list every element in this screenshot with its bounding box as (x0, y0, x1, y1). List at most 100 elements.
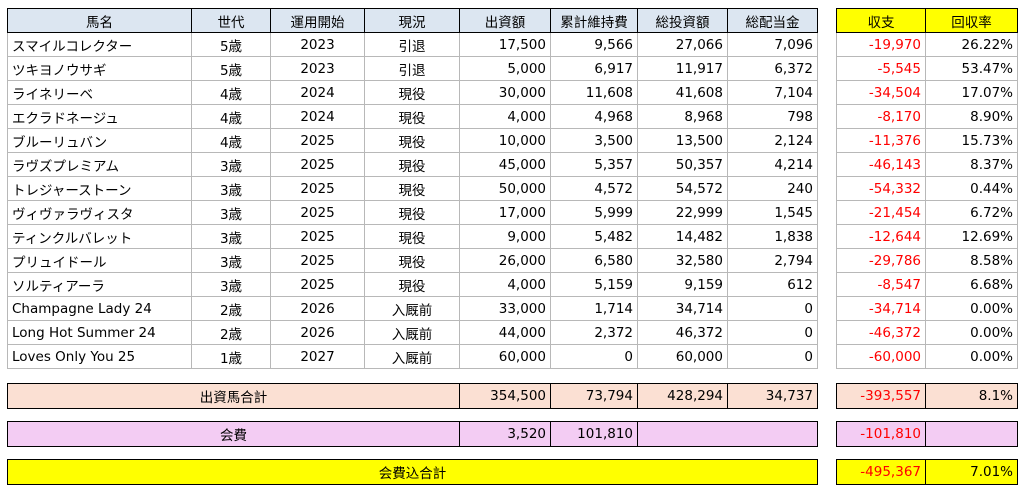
cell: 5歳 (191, 32, 271, 57)
row: -46,372 0.00% (836, 320, 1018, 345)
totals-rate: 7.01% (925, 459, 1018, 485)
header-cell: 収支 (836, 8, 926, 33)
rate-cell: 0.00% (925, 344, 1018, 369)
header-cell: 累計維持費 (550, 8, 638, 33)
row: ティンクルバレット 3歳 2025 現役 9,000 5,482 14,482 1,838 (7, 224, 818, 249)
row: -29,786 8.58% (836, 248, 1018, 273)
rate-cell: 8.90% (925, 104, 1018, 129)
cell: 4,214 (727, 152, 818, 177)
totals-value: 73,794 (550, 383, 638, 409)
totals-balance: -495,367 (836, 459, 926, 485)
cell: 7,104 (727, 80, 818, 105)
cell: プリュイドール (7, 248, 192, 273)
totals-balance: -393,557 (836, 383, 926, 409)
cell: 50,000 (459, 176, 551, 201)
cell: 11,608 (550, 80, 638, 105)
cell: 5,482 (550, 224, 638, 249)
cell: 2025 (270, 272, 365, 297)
cell: 2025 (270, 176, 365, 201)
cell: 4歳 (191, 104, 271, 129)
cell: ライネリーベ (7, 80, 192, 105)
totals-rate: 8.1% (925, 383, 1018, 409)
cell: 入厩前 (364, 296, 460, 321)
balance-cell: -12,644 (836, 224, 926, 249)
cell: 現役 (364, 128, 460, 153)
cell: 2024 (270, 104, 365, 129)
totals-value: 354,500 (459, 383, 551, 409)
cell: 3歳 (191, 176, 271, 201)
row: トレジャーストーン 3歳 2025 現役 50,000 4,572 54,572 240 (7, 176, 818, 201)
rate-cell: 26.22% (925, 32, 1018, 57)
cell: 10,000 (459, 128, 551, 153)
cell: 2025 (270, 248, 365, 273)
balance-cell: -21,454 (836, 200, 926, 225)
cell: 3歳 (191, 248, 271, 273)
row: -34,504 17.07% (836, 80, 1018, 105)
cell: 4,572 (550, 176, 638, 201)
header-cell: 出資額 (459, 8, 551, 33)
header-row: 馬名 世代 運用開始 現況 出資額 累計維持費 総投資額 総配当金 (7, 8, 818, 33)
cell: 5,357 (550, 152, 638, 177)
totals-label: 会費込合計 (7, 459, 818, 485)
cell: 2,124 (727, 128, 818, 153)
header-cell: 馬名 (7, 8, 192, 33)
cell: 3,500 (550, 128, 638, 153)
cell: 34,714 (637, 296, 728, 321)
row: -54,332 0.44% (836, 176, 1018, 201)
cell: エクラドネージュ (7, 104, 192, 129)
row: ソルティアーラ 3歳 2025 現役 4,000 5,159 9,159 612 (7, 272, 818, 297)
cell: ティンクルバレット (7, 224, 192, 249)
cell: 1,545 (727, 200, 818, 225)
cell: 2027 (270, 344, 365, 369)
cell: 2,794 (727, 248, 818, 273)
row: エクラドネージュ 4歳 2024 現役 4,000 4,968 8,968 798 (7, 104, 818, 129)
totals-row: 会費込合計 (7, 459, 818, 485)
cell: 17,000 (459, 200, 551, 225)
cell: 0 (550, 344, 638, 369)
cell: 14,482 (637, 224, 728, 249)
cell: 2024 (270, 80, 365, 105)
cell: 4,000 (459, 272, 551, 297)
balance-table: 収支 回収率 -19,970 26.22% -5,545 53.47% -34,504 17.… (836, 8, 1018, 369)
cell: ラヴズプレミアム (7, 152, 192, 177)
cell: ソルティアーラ (7, 272, 192, 297)
balance-cell: -34,504 (836, 80, 926, 105)
row: Loves Only You 25 1歳 2027 入厩前 60,000 0 60,000 0 (7, 344, 818, 369)
header-cell: 世代 (191, 8, 271, 33)
table-body: 出資馬合計 354,500 73,794 428,294 34,737 (7, 383, 818, 409)
totals-value: 101,810 (550, 421, 638, 447)
totals-side-table: -495,367 7.01% (836, 459, 1018, 485)
cell: 17,500 (459, 32, 551, 57)
cell: 2023 (270, 32, 365, 57)
cell: 3歳 (191, 224, 271, 249)
rate-cell: 0.00% (925, 320, 1018, 345)
row: ライネリーベ 4歳 2024 現役 30,000 11,608 41,608 7,104 (7, 80, 818, 105)
cell: 5,000 (459, 56, 551, 81)
totals-row: 会費 3,520 101,810 (7, 421, 818, 447)
cell: 54,572 (637, 176, 728, 201)
cell: 2歳 (191, 320, 271, 345)
header-cell: 現況 (364, 8, 460, 33)
header-cell: 回収率 (925, 8, 1018, 33)
row: -46,143 8.37% (836, 152, 1018, 177)
row: -11,376 15.73% (836, 128, 1018, 153)
cell: 798 (727, 104, 818, 129)
cell: 2026 (270, 296, 365, 321)
cell: 9,159 (637, 272, 728, 297)
cell: 入厩前 (364, 320, 460, 345)
cell: 5,999 (550, 200, 638, 225)
cell: 0 (727, 296, 818, 321)
cell: スマイルコレクター (7, 32, 192, 57)
cell: 44,000 (459, 320, 551, 345)
totals-row: -393,557 8.1% (836, 383, 1018, 409)
cell: 11,917 (637, 56, 728, 81)
cell: 現役 (364, 104, 460, 129)
header-cell: 総投資額 (637, 8, 728, 33)
cell: 5,159 (550, 272, 638, 297)
cell: 入厩前 (364, 344, 460, 369)
rate-cell: 8.58% (925, 248, 1018, 273)
table-body: 会費 3,520 101,810 (7, 421, 818, 447)
cell: 45,000 (459, 152, 551, 177)
totals-side-table: -101,810 (836, 421, 1018, 447)
balance-cell: -8,547 (836, 272, 926, 297)
